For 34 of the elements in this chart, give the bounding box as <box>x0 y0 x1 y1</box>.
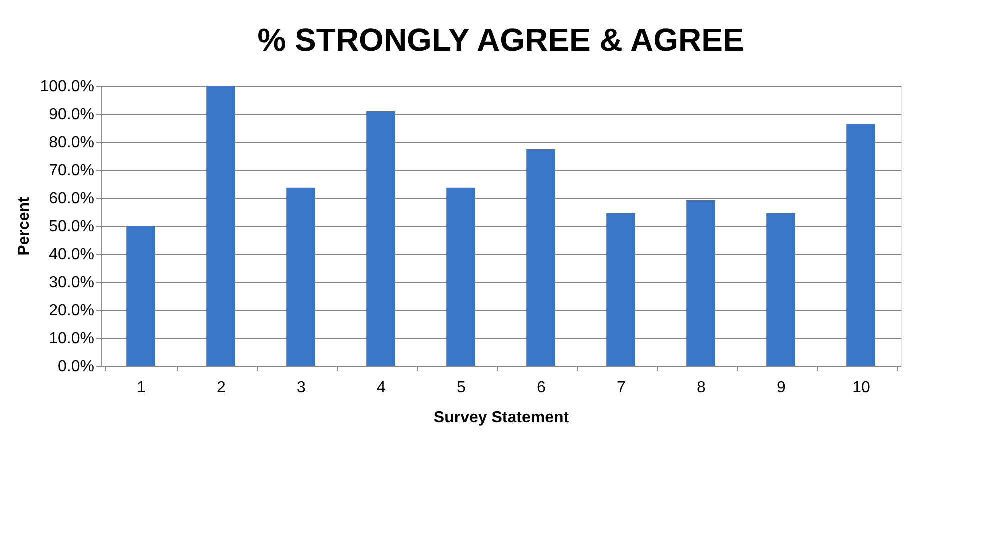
y-tick-label: 10.0% <box>49 330 94 348</box>
chart-title: % STRONGLY AGREE & AGREE <box>258 22 744 58</box>
y-tick-label: 80.0% <box>49 134 94 152</box>
y-tick-label: 60.0% <box>49 190 94 208</box>
y-tick-label: 70.0% <box>49 162 94 180</box>
bar <box>126 226 156 366</box>
bar <box>526 150 556 366</box>
bar <box>766 213 796 366</box>
bar <box>366 111 396 366</box>
x-tick-label: 5 <box>457 380 466 396</box>
x-tick-label: 6 <box>537 380 546 396</box>
bar <box>606 213 636 366</box>
y-tick-label: 100.0% <box>40 78 94 96</box>
bar <box>686 200 716 366</box>
x-axis-title: Survey Statement <box>434 410 570 426</box>
bar <box>286 188 316 366</box>
x-tick-label: 4 <box>377 380 386 396</box>
x-tick-label: 7 <box>617 380 626 396</box>
bar <box>846 124 876 366</box>
x-tick-label: 3 <box>297 380 306 396</box>
y-tick-label: 20.0% <box>49 302 94 320</box>
y-axis-title: Percent <box>16 196 34 256</box>
x-tick-label: 10 <box>852 380 870 396</box>
y-tick-label: 40.0% <box>49 246 94 264</box>
x-tick-label: 9 <box>777 380 786 396</box>
x-tick-label: 8 <box>697 380 706 396</box>
bar <box>446 188 476 366</box>
y-tick-label: 50.0% <box>49 218 94 236</box>
x-tick-label: 2 <box>217 380 226 396</box>
x-tick-label: 1 <box>137 380 146 396</box>
bar <box>206 86 236 366</box>
y-tick-label: 90.0% <box>49 106 94 124</box>
y-tick-label: 30.0% <box>49 274 94 292</box>
y-tick-label: 0.0% <box>58 358 94 376</box>
